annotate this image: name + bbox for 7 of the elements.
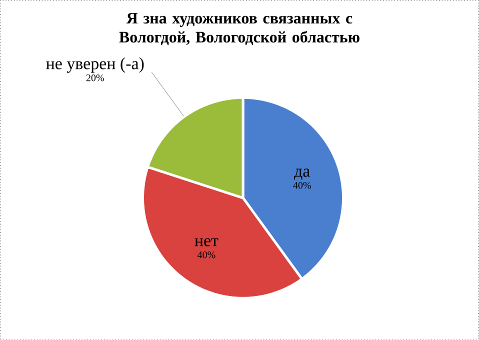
data-label: 20%	[86, 74, 104, 82]
chart-title: Я зна художников связанных с Вологдой, Вологодской областью	[119, 13, 360, 46]
data-label: 40%	[198, 252, 216, 258]
data-label: 40%	[293, 182, 311, 189]
slice-label: да	[294, 168, 310, 180]
slice-label: не уверен (-а)	[46, 58, 144, 73]
slice-label: нет	[194, 238, 218, 246]
